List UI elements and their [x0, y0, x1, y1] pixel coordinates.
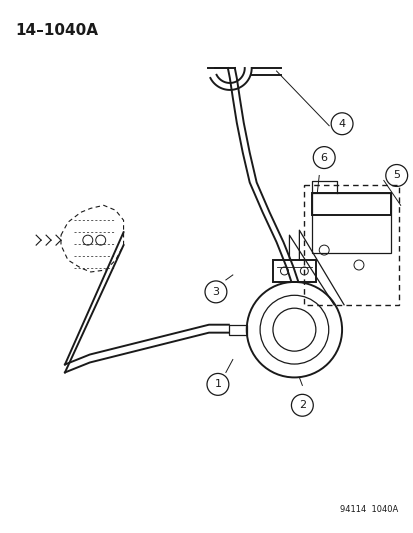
- Text: 94114  1040A: 94114 1040A: [339, 505, 398, 514]
- Text: 2: 2: [298, 400, 305, 410]
- Bar: [272, 260, 316, 282]
- Bar: [304, 185, 398, 305]
- Bar: [311, 193, 390, 253]
- Text: 4: 4: [338, 119, 345, 129]
- Text: 6: 6: [320, 152, 327, 163]
- Bar: [228, 325, 246, 335]
- Text: 14–1040A: 14–1040A: [15, 23, 98, 38]
- Text: 5: 5: [392, 171, 399, 181]
- Bar: [311, 193, 390, 215]
- Text: 1: 1: [214, 379, 221, 390]
- Text: 3: 3: [212, 287, 219, 297]
